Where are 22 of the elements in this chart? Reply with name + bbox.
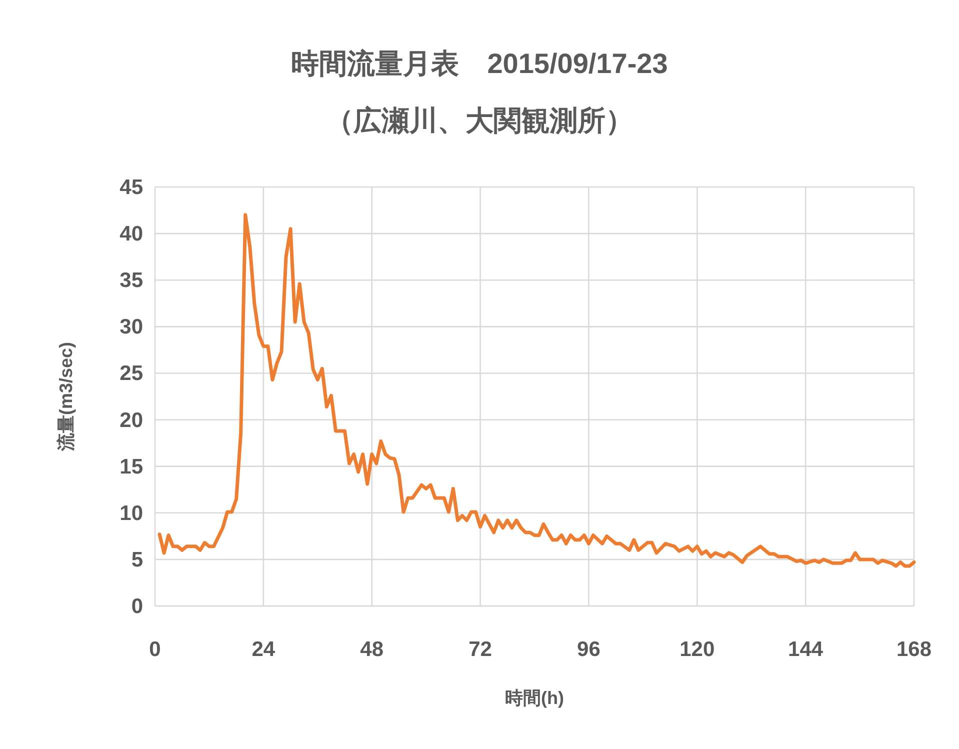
y-tick-label: 40 (120, 222, 143, 246)
x-tick-label: 168 (896, 638, 932, 661)
x-tick-label: 144 (788, 638, 824, 661)
y-tick-label: 5 (131, 548, 144, 572)
y-tick-label: 30 (120, 316, 143, 339)
x-tick-label: 0 (149, 638, 161, 661)
y-tick-label: 10 (120, 502, 143, 525)
y-tick-label: 15 (120, 455, 144, 478)
x-tick-label: 48 (360, 638, 384, 661)
chart-title: 時間流量月表 2015/09/17-23 (291, 48, 668, 79)
chart-subtitle: （広瀬川、大関観測所） (326, 105, 634, 136)
y-tick-label: 20 (120, 408, 143, 432)
y-tick-label: 0 (131, 595, 143, 618)
x-axis-title: 時間(h) (505, 688, 564, 708)
y-tick-label: 35 (120, 269, 144, 292)
y-tick-label: 45 (120, 176, 144, 199)
y-tick-label: 25 (120, 362, 144, 386)
y-axis-title: 流量(m3/sec) (56, 342, 76, 452)
x-tick-label: 72 (468, 638, 492, 661)
x-tick-label: 120 (680, 638, 715, 661)
x-tick-label: 24 (252, 638, 276, 661)
x-tick-label: 96 (577, 638, 600, 661)
